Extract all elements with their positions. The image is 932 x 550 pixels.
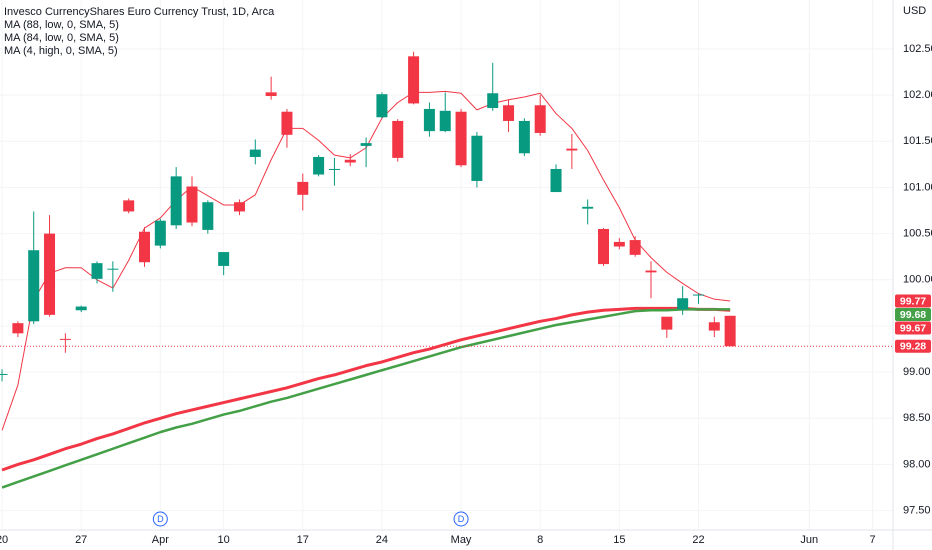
currency-label: USD [903,5,926,17]
candle-body [328,168,340,170]
x-tick-label: 20 [0,534,8,546]
chart-title: Invesco CurrencyShares Euro Currency Tru… [4,6,275,18]
candle-body [233,202,245,212]
dividend-marker [152,511,168,527]
candle-body [75,306,87,311]
candle-body [692,294,704,296]
y-tick-label: 98.00 [903,458,931,470]
candle-body [107,268,119,270]
candle-body [550,168,562,193]
candle-body [170,176,182,226]
legend-entry: MA (88, low, 0, SMA, 5) [4,19,119,31]
price-badge [895,294,931,308]
y-tick-label: 100.50 [903,228,932,240]
candle-body [91,263,103,279]
x-tick-label: Jun [800,534,818,546]
candle-body [0,373,8,375]
candle-body [503,105,515,121]
price-badge [895,308,931,322]
candle-body [12,323,24,334]
x-tick-label: 17 [297,534,309,546]
candle-body [313,156,325,175]
y-tick-label: 102.50 [903,43,932,55]
x-tick-label: 15 [613,534,625,546]
candle-body [154,220,166,246]
x-tick-label: 7 [870,534,876,546]
candle-body [455,111,467,166]
x-tick-label: 27 [75,534,87,546]
candle-body [645,270,657,273]
x-tick-label: May [451,534,472,546]
candle-body [566,148,578,151]
dividend-label: D [458,514,465,524]
candle-body [218,252,230,266]
y-tick-label: 101.50 [903,135,932,147]
price-badge [895,339,931,353]
plot-area [0,51,893,489]
candle-body [186,186,198,223]
candle-body [518,120,530,154]
y-tick-label: 102.00 [903,89,932,101]
candle-body [281,111,293,135]
x-tick-label: 24 [376,534,388,546]
candle-body [408,56,420,104]
candle-body [59,338,71,340]
candle-body [139,231,151,263]
candle-body [613,241,625,247]
candle-body [582,206,594,209]
candle-body [360,143,372,146]
price-badge-label: 99.68 [900,309,926,321]
candle-body [44,233,56,315]
candle-body [344,159,356,163]
x-tick-label: 8 [537,534,543,546]
y-tick-label: 99.00 [903,366,931,378]
ma-line [1,308,731,489]
legend-entry: MA (84, low, 0, SMA, 5) [4,32,119,44]
x-tick-label: 10 [218,534,230,546]
y-tick-label: 98.50 [903,412,931,424]
grid [0,0,893,530]
dividend-label: D [157,514,164,524]
ma-line [1,306,731,472]
x-tick-label: Apr [152,534,169,546]
candle-body [265,92,277,97]
candle-body [439,110,451,132]
price-badge-label: 99.28 [900,341,926,353]
y-tick-label: 101.00 [903,181,932,193]
candle-body [376,94,388,118]
candle-body [202,202,214,230]
candle-body [392,120,404,158]
candle-body [661,316,673,330]
candle-body [471,135,483,181]
candle-body [724,315,736,347]
y-tick-label: 97.50 [903,505,931,517]
price-badge-label: 99.77 [900,295,926,307]
candle-body [677,298,689,310]
price-badge-label: 99.67 [900,322,926,334]
x-tick-label: 22 [692,534,704,546]
candle-body [249,149,261,157]
dividend-marker [453,511,469,527]
candle-body [297,181,309,195]
candle-body [708,322,720,331]
candle-body [28,250,40,322]
candle-body [534,105,546,133]
candle-body [423,108,435,132]
legend-entry: MA (4, high, 0, SMA, 5) [4,45,118,57]
y-tick-label: 100.00 [903,274,932,286]
candle-body [629,240,641,255]
candle-body [598,228,610,265]
price-badge [895,321,931,335]
candle-body [487,93,499,109]
candle-body [123,200,135,212]
